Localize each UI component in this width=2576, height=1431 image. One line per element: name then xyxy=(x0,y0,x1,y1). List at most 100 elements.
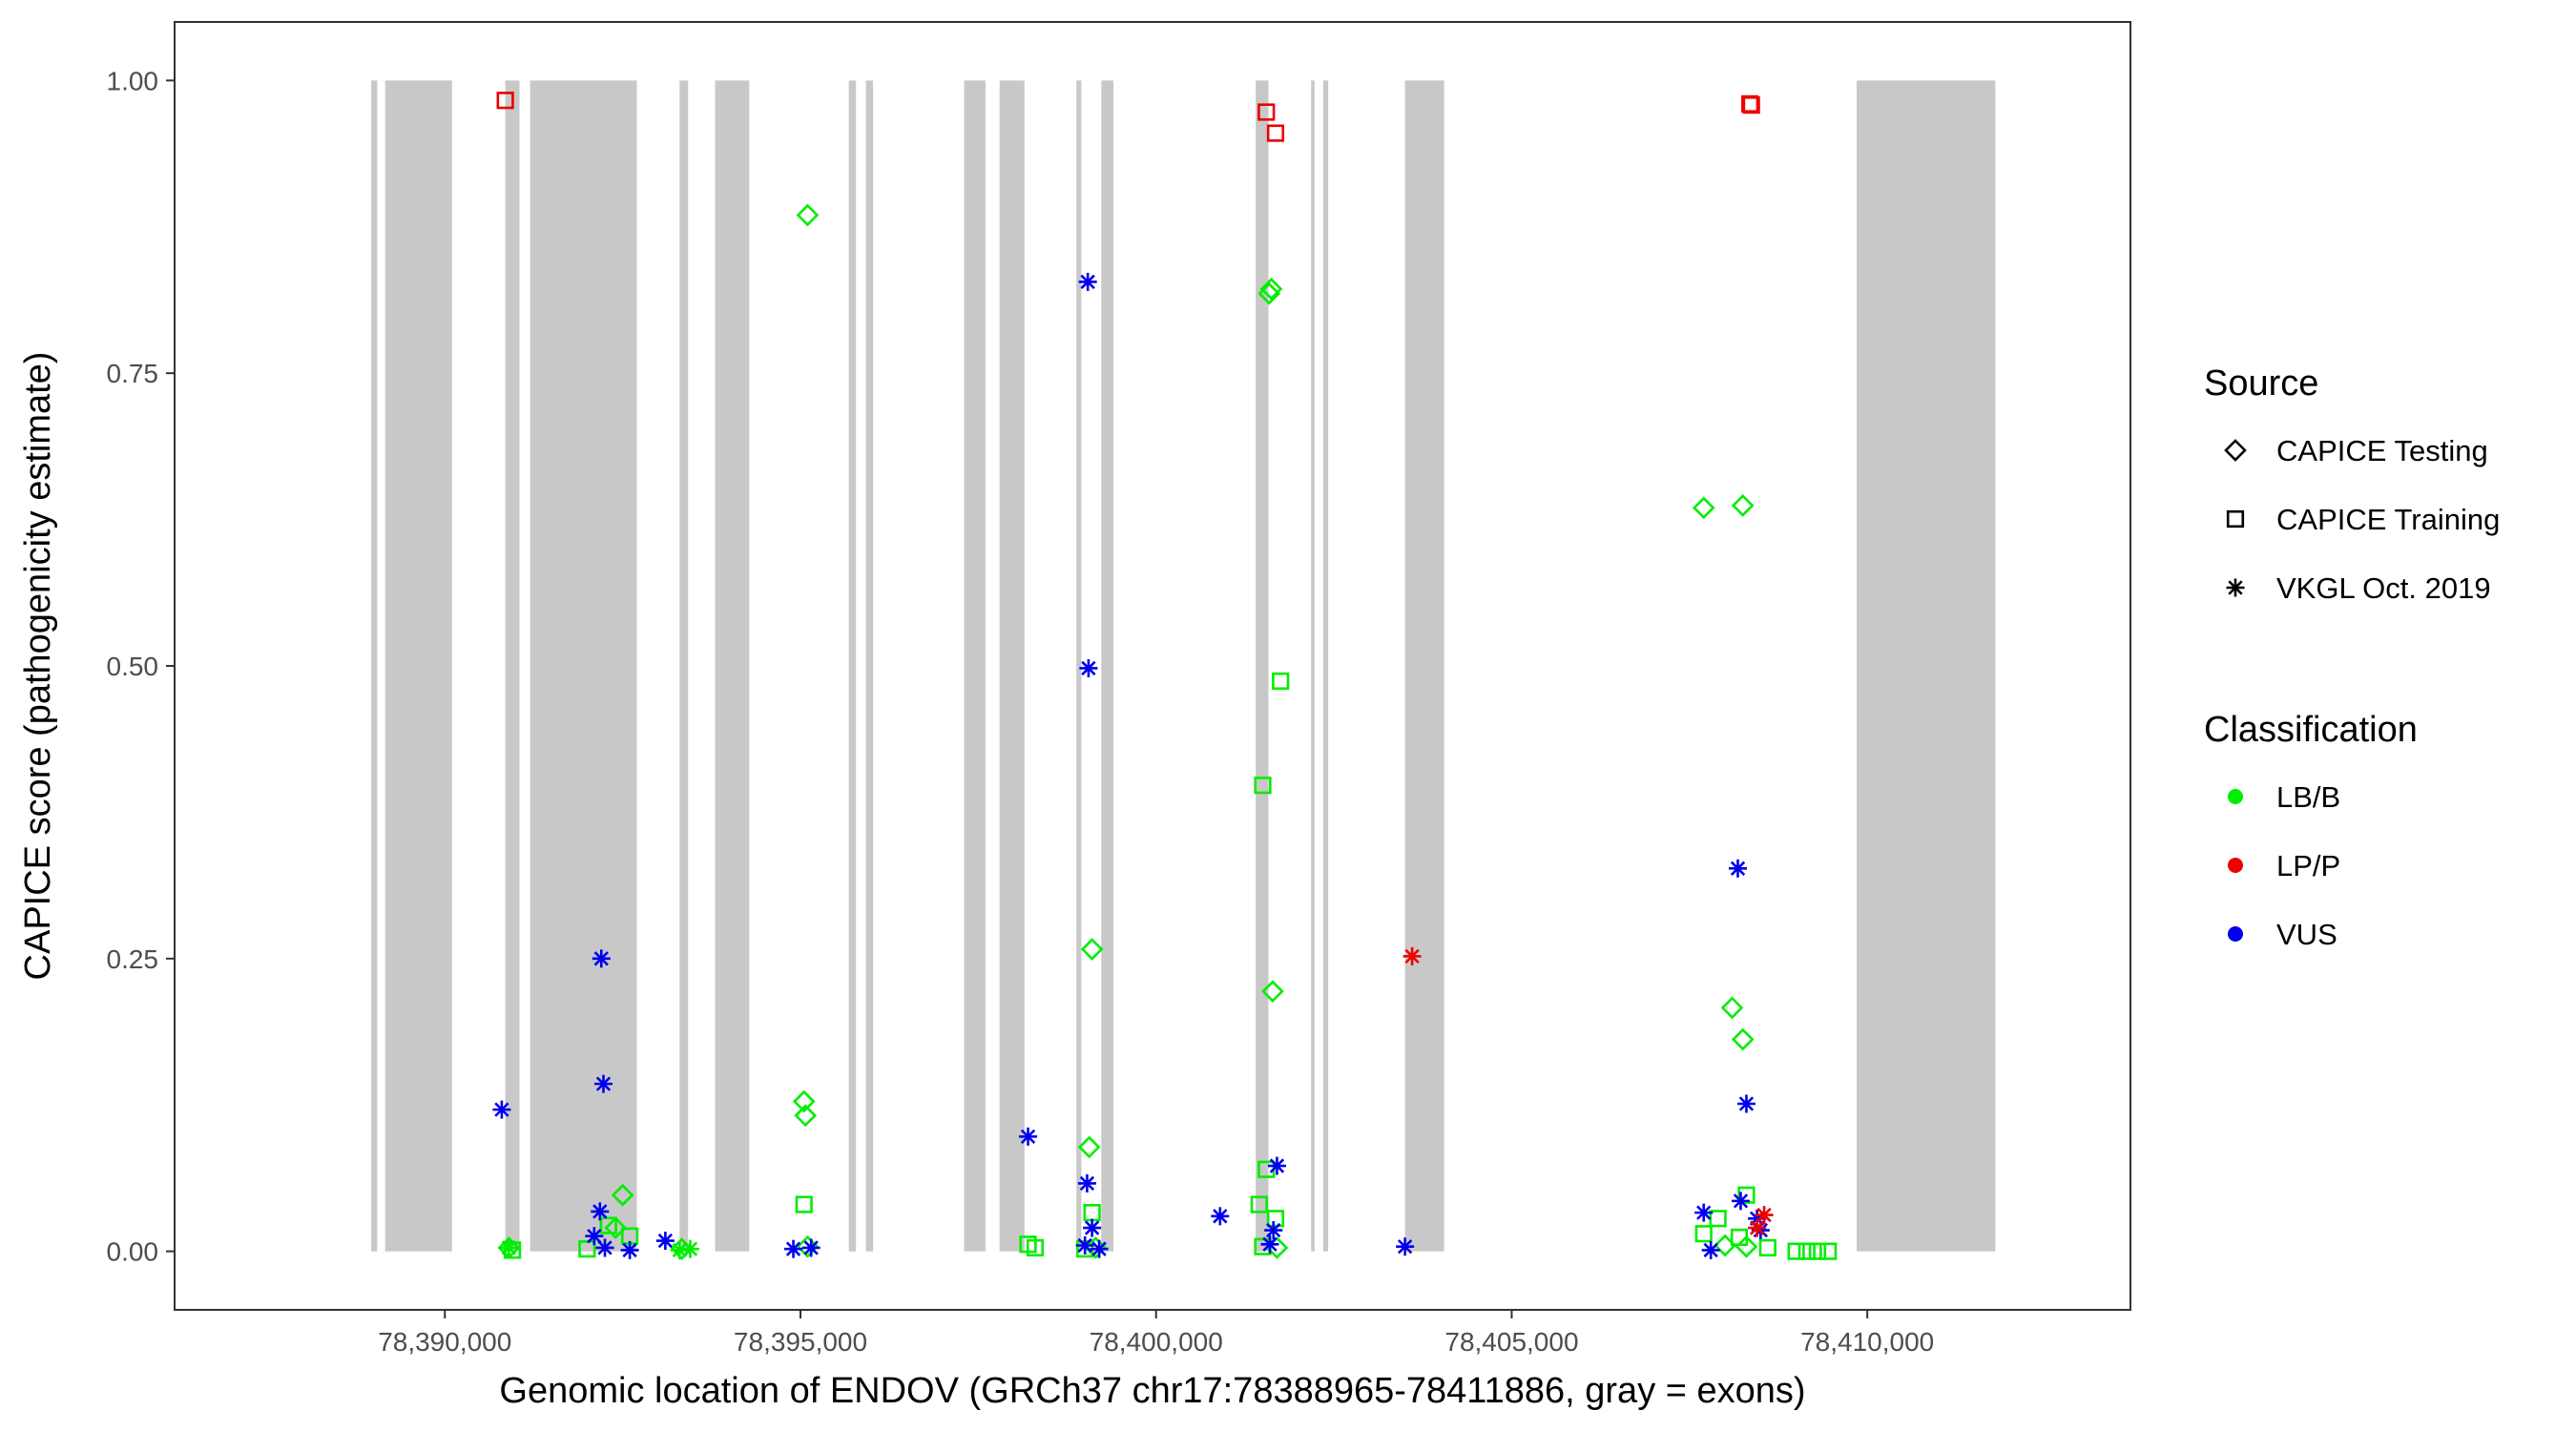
data-point xyxy=(1735,1234,1758,1258)
exon-band xyxy=(1322,80,1329,1252)
exon-band xyxy=(1101,80,1113,1252)
plot-background xyxy=(175,22,2130,1310)
data-point xyxy=(1260,1234,1279,1254)
legend-label: CAPICE Training xyxy=(2276,503,2500,536)
data-point xyxy=(496,92,514,110)
y-tick-label: 0.25 xyxy=(107,944,159,974)
exon-band xyxy=(371,80,378,1252)
data-point xyxy=(794,1104,818,1128)
exon-band xyxy=(1076,80,1082,1252)
data-point xyxy=(1819,1242,1838,1260)
exon-band xyxy=(964,80,986,1252)
data-point xyxy=(1077,1173,1096,1192)
legend-key-asterisk xyxy=(2226,578,2245,597)
data-point xyxy=(796,203,820,227)
data-point xyxy=(1731,1192,1750,1211)
y-tick-label: 1.00 xyxy=(107,66,159,95)
x-tick-label: 78,395,000 xyxy=(734,1327,867,1357)
data-point xyxy=(595,1238,614,1257)
data-point xyxy=(1731,494,1755,517)
data-point xyxy=(1402,946,1422,965)
data-point xyxy=(1257,103,1276,121)
exon-band xyxy=(1311,80,1315,1252)
x-tick-label: 78,405,000 xyxy=(1444,1327,1578,1357)
data-point xyxy=(1257,281,1281,305)
data-point xyxy=(1272,672,1290,691)
legend-key-dot xyxy=(2228,926,2243,942)
data-point xyxy=(1078,272,1097,291)
data-point xyxy=(1264,1221,1283,1240)
data-point xyxy=(1266,124,1285,142)
data-point xyxy=(1026,1238,1045,1257)
data-point xyxy=(1259,277,1283,301)
data-point xyxy=(1694,1225,1713,1243)
data-point xyxy=(1694,1203,1714,1222)
data-point xyxy=(1692,496,1715,520)
x-tick-label: 78,400,000 xyxy=(1090,1327,1223,1357)
data-point xyxy=(1211,1207,1230,1226)
exon-band xyxy=(505,80,520,1252)
legend-classification-items: LB/B LP/P VUS xyxy=(2228,780,2340,951)
exon-band xyxy=(848,80,857,1252)
x-tick-label: 78,390,000 xyxy=(378,1327,511,1357)
data-point xyxy=(585,1227,604,1246)
data-point xyxy=(594,1074,613,1093)
data-point xyxy=(1079,658,1098,677)
data-point xyxy=(1737,1186,1755,1204)
data-point xyxy=(1267,1156,1286,1175)
y-axis-title: CAPICE score (pathogenicity estimate) xyxy=(18,352,58,981)
legend-key-dot xyxy=(2228,789,2243,804)
exon-band xyxy=(384,80,452,1252)
y-tick-label: 0.50 xyxy=(107,652,159,681)
legend-key-square xyxy=(2226,509,2245,529)
exon-band xyxy=(865,80,874,1252)
plot-panel xyxy=(174,21,2131,1311)
data-point xyxy=(492,1100,511,1119)
data-point xyxy=(591,1202,610,1221)
legend-title-classification: Classification xyxy=(2204,710,2418,750)
data-point xyxy=(1742,96,1760,114)
x-tick-label: 78,410,000 xyxy=(1800,1327,1934,1357)
legend: Source CAPICE Testing CAPICE Training VKGL… xyxy=(2204,363,2500,951)
data-point xyxy=(1077,1135,1101,1159)
x-axis: 78,390,000 78,395,000 78,400,000 78,405,000… xyxy=(378,1310,1934,1357)
data-point xyxy=(611,1183,634,1207)
data-point xyxy=(680,1239,699,1258)
exon-band xyxy=(1857,80,1996,1252)
x-axis-title: Genomic location of ENDOV (GRCh37 chr17:… xyxy=(499,1371,1805,1411)
data-point xyxy=(1808,1242,1827,1260)
data-point xyxy=(1720,996,1744,1020)
exon-band xyxy=(679,80,689,1252)
data-point xyxy=(1758,1238,1776,1257)
exon-bands xyxy=(371,80,1996,1252)
data-point xyxy=(1787,1242,1805,1260)
data-point xyxy=(604,1216,628,1239)
data-point xyxy=(1755,1206,1774,1225)
data-point xyxy=(1736,1094,1755,1113)
data-point xyxy=(1075,1236,1094,1255)
y-tick-label: 0.00 xyxy=(107,1237,159,1267)
data-point xyxy=(1019,1127,1038,1146)
y-axis: 0.00 0.25 0.50 0.75 1.00 xyxy=(107,66,175,1267)
exon-band xyxy=(1256,80,1269,1252)
exon-band xyxy=(715,80,750,1252)
data-point xyxy=(1730,1228,1749,1247)
legend-label: VUS xyxy=(2276,918,2337,951)
legend-key-dot xyxy=(2228,858,2243,873)
data-point xyxy=(655,1232,675,1251)
data-point xyxy=(1731,1027,1755,1051)
data-point xyxy=(620,1240,639,1259)
data-point xyxy=(1080,938,1104,961)
data-point xyxy=(599,1216,617,1234)
legend-label: LP/P xyxy=(2276,849,2340,882)
exon-band xyxy=(999,80,1025,1252)
data-point xyxy=(1083,1218,1102,1237)
legend-label: LB/B xyxy=(2276,780,2340,814)
data-points xyxy=(492,92,1838,1261)
data-point xyxy=(592,949,611,968)
legend-source-items: CAPICE Testing CAPICE Training VKGL Oct. 2… xyxy=(2224,434,2500,605)
data-point xyxy=(792,1089,816,1113)
legend-label: VKGL Oct. 2019 xyxy=(2276,571,2491,605)
data-point xyxy=(784,1239,803,1258)
